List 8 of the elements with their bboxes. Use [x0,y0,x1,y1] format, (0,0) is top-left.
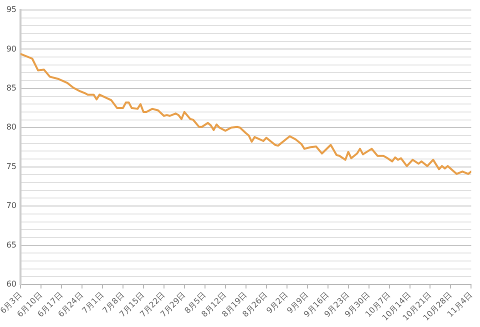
y-tick-label: 75 [6,162,17,171]
y-tick-label: 85 [6,84,17,93]
y-tick-label: 90 [6,44,17,54]
y-tick-label: 80 [6,122,17,132]
y-tick-label: 60 [6,280,17,289]
y-tick-label: 95 [6,5,17,14]
y-tick-label: 65 [6,240,17,250]
y-tick-label: 70 [6,201,17,210]
